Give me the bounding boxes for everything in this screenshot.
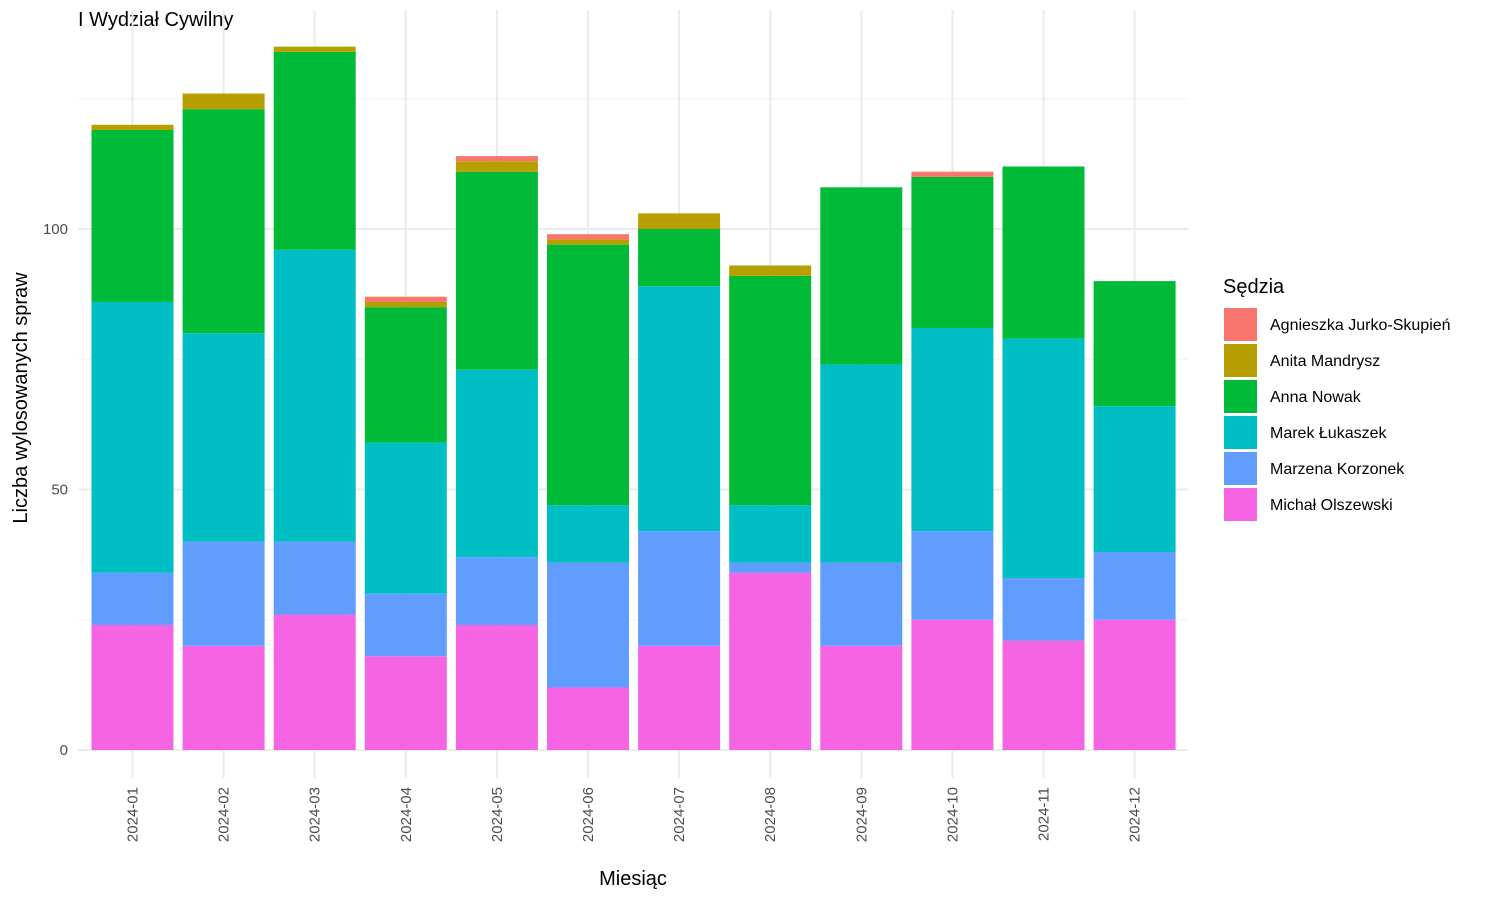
y-tick-label: 0 — [60, 742, 68, 759]
bar-segment — [273, 51, 356, 250]
bar-segment — [729, 572, 812, 750]
bar-segment — [455, 624, 538, 750]
bar-segment — [547, 234, 629, 240]
bar-segment — [455, 557, 538, 625]
legend-label: Anna Nowak — [1270, 389, 1362, 406]
legend-swatch — [1224, 344, 1257, 377]
y-axis-ticks: 0 50 100 — [43, 221, 68, 759]
bar-segment — [182, 109, 265, 334]
bar-segment — [1002, 338, 1085, 579]
legend-label: Marzena Korzonek — [1270, 461, 1405, 478]
bar-segment — [911, 327, 994, 532]
x-tick-label: 2024-08 — [762, 787, 779, 842]
bar-segment — [91, 624, 174, 750]
bar-segment — [638, 213, 721, 229]
bar-segment — [91, 301, 174, 573]
bar-segment — [911, 171, 994, 177]
bar-segment — [364, 593, 447, 657]
bars — [91, 46, 1176, 750]
bar-segment — [182, 333, 265, 542]
legend-label: Marek Łukaszek — [1270, 425, 1387, 442]
bar-segment — [91, 572, 174, 625]
x-axis-title: Miesiąc — [599, 868, 667, 890]
bar-segment — [729, 562, 812, 573]
bar-segment — [547, 244, 629, 506]
x-tick-label: 2024-06 — [580, 787, 597, 842]
bar-segment — [638, 286, 721, 532]
bar-segment — [729, 505, 812, 563]
bar-segment — [1093, 406, 1176, 553]
legend-swatch — [1224, 380, 1257, 413]
x-tick-label: 2024-12 — [1127, 787, 1144, 842]
bar-segment — [820, 187, 903, 365]
y-tick-label: 100 — [43, 221, 68, 238]
legend-title: Sędzia — [1223, 276, 1285, 298]
bar-segment — [364, 656, 447, 750]
x-tick-label: 2024-04 — [398, 787, 415, 842]
bar-segment — [638, 229, 721, 287]
legend-label: Anita Mandrysz — [1270, 353, 1380, 370]
bar-segment — [91, 130, 174, 302]
bar-segment — [547, 505, 629, 563]
legend-swatch — [1224, 452, 1257, 485]
legend-swatch — [1224, 308, 1257, 341]
bar-segment — [820, 645, 903, 750]
bar-segment — [911, 176, 994, 328]
bar-segment — [182, 541, 265, 646]
chart-title: I Wydział Cywilny — [78, 9, 233, 31]
y-axis-title: Liczba wylosowanych spraw — [10, 272, 32, 524]
legend-swatch — [1224, 416, 1257, 449]
x-tick-label: 2024-11 — [1036, 787, 1053, 841]
bar-segment — [638, 645, 721, 750]
x-tick-label: 2024-02 — [216, 787, 233, 842]
bar-segment — [455, 156, 538, 162]
bar-segment — [911, 619, 994, 750]
bar-segment — [729, 275, 812, 506]
bar-segment — [273, 46, 356, 52]
x-tick-label: 2024-10 — [944, 787, 961, 842]
bar-segment — [91, 124, 174, 131]
bar-segment — [1093, 552, 1176, 620]
bar-segment — [455, 369, 538, 558]
bar-segment — [1002, 578, 1085, 641]
bar-segment — [820, 562, 903, 646]
bar-segment — [1002, 640, 1085, 750]
bar-segment — [911, 531, 994, 620]
x-axis-ticks: 2024-01 2024-02 2024-03 2024-04 2024-05 2024-… — [125, 787, 1144, 842]
bar-segment — [1093, 281, 1176, 407]
bar-segment — [364, 442, 447, 594]
legend-label: Michał Olszewski — [1270, 497, 1393, 514]
bar-segment — [273, 249, 356, 542]
bar-segment — [547, 239, 629, 245]
bar-segment — [547, 687, 629, 750]
bar-segment — [182, 645, 265, 750]
legend: Sędzia Agnieszka Jurko-Skupień Anita Mand… — [1223, 276, 1451, 521]
legend-label: Agnieszka Jurko-Skupień — [1270, 317, 1451, 334]
bar-segment — [364, 307, 447, 443]
bar-segment — [1093, 619, 1176, 750]
bar-segment — [182, 93, 265, 110]
bar-segment — [455, 171, 538, 370]
y-tick-label: 50 — [51, 482, 68, 499]
bar-segment — [638, 531, 721, 646]
bar-segment — [729, 265, 812, 276]
x-tick-label: 2024-09 — [853, 787, 870, 842]
x-tick-label: 2024-03 — [307, 787, 324, 842]
bar-segment — [820, 364, 903, 563]
bar-segment — [1002, 166, 1085, 339]
x-tick-label: 2024-07 — [671, 787, 688, 842]
bar-segment — [273, 614, 356, 750]
bar-segment — [273, 541, 356, 615]
legend-swatch — [1224, 488, 1257, 521]
bar-segment — [364, 296, 447, 302]
bar-segment — [547, 562, 629, 688]
bar-segment — [455, 161, 538, 172]
bar-segment — [364, 301, 447, 308]
x-tick-label: 2024-05 — [489, 787, 506, 842]
x-tick-label: 2024-01 — [125, 787, 142, 842]
